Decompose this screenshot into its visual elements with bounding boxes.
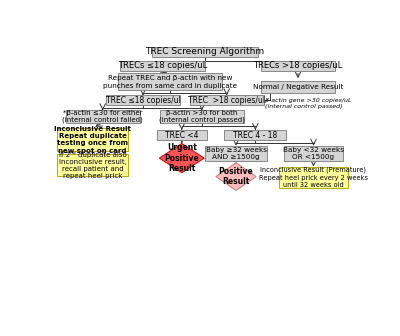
FancyBboxPatch shape: [205, 146, 267, 161]
Text: If 2ⁿᵈ duplicate also
inconclusive result,
recall patient and
repeat heel prick: If 2ⁿᵈ duplicate also inconclusive resul…: [59, 151, 126, 179]
FancyBboxPatch shape: [156, 130, 207, 140]
Polygon shape: [216, 163, 256, 191]
FancyBboxPatch shape: [152, 47, 258, 57]
FancyBboxPatch shape: [57, 154, 128, 176]
FancyBboxPatch shape: [120, 61, 205, 71]
Text: TRECs ≤18 copies/uL: TRECs ≤18 copies/uL: [118, 61, 207, 70]
Text: TREC Screening Algorithm: TREC Screening Algorithm: [146, 47, 264, 56]
Text: β-actin >30 for both
(internal control passed): β-actin >30 for both (internal control p…: [159, 110, 245, 123]
FancyBboxPatch shape: [224, 130, 286, 140]
FancyBboxPatch shape: [57, 128, 128, 151]
Text: Normal / Negative Result: Normal / Negative Result: [253, 84, 343, 90]
FancyBboxPatch shape: [118, 74, 222, 90]
FancyBboxPatch shape: [279, 167, 348, 188]
Text: TREC 4 - 18: TREC 4 - 18: [233, 130, 278, 139]
Text: TRECs >18 copies/uL: TRECs >18 copies/uL: [253, 61, 343, 70]
Text: TREC <4: TREC <4: [165, 130, 198, 139]
FancyBboxPatch shape: [160, 111, 244, 123]
Text: Repeat TREC and β-actin with new
punches from same card in duplicate: Repeat TREC and β-actin with new punches…: [103, 75, 237, 88]
Text: Urgent
Positive
Result: Urgent Positive Result: [164, 143, 199, 173]
Text: Baby ≥32 weeks
AND ≥1500g: Baby ≥32 weeks AND ≥1500g: [206, 147, 266, 160]
Text: Positive
Result: Positive Result: [219, 167, 253, 186]
FancyBboxPatch shape: [190, 95, 264, 106]
Text: *β-actin ≤30 for either
(internal control failed): *β-actin ≤30 for either (internal contro…: [62, 110, 143, 123]
Text: Inconclusive Result (Premature)
Repeat heel prick every 2 weeks
until 32 weeks o: Inconclusive Result (Premature) Repeat h…: [259, 167, 368, 188]
FancyBboxPatch shape: [106, 95, 180, 106]
Text: Inconclusive Result
Repeat duplicate
testing once from
new spot on card: Inconclusive Result Repeat duplicate tes…: [54, 126, 131, 154]
Text: TREC ≤18 copies/ul: TREC ≤18 copies/ul: [106, 96, 180, 105]
Text: Baby <32 weeks
OR <1500g: Baby <32 weeks OR <1500g: [283, 147, 344, 160]
FancyBboxPatch shape: [284, 146, 342, 161]
FancyBboxPatch shape: [66, 111, 140, 123]
Text: TREC  >18 copies/ul: TREC >18 copies/ul: [188, 96, 265, 105]
Text: β-actin gene >30 copies/uL
(internal control passed): β-actin gene >30 copies/uL (internal con…: [266, 98, 352, 109]
Polygon shape: [159, 143, 204, 173]
FancyBboxPatch shape: [261, 61, 335, 71]
FancyBboxPatch shape: [261, 81, 335, 93]
